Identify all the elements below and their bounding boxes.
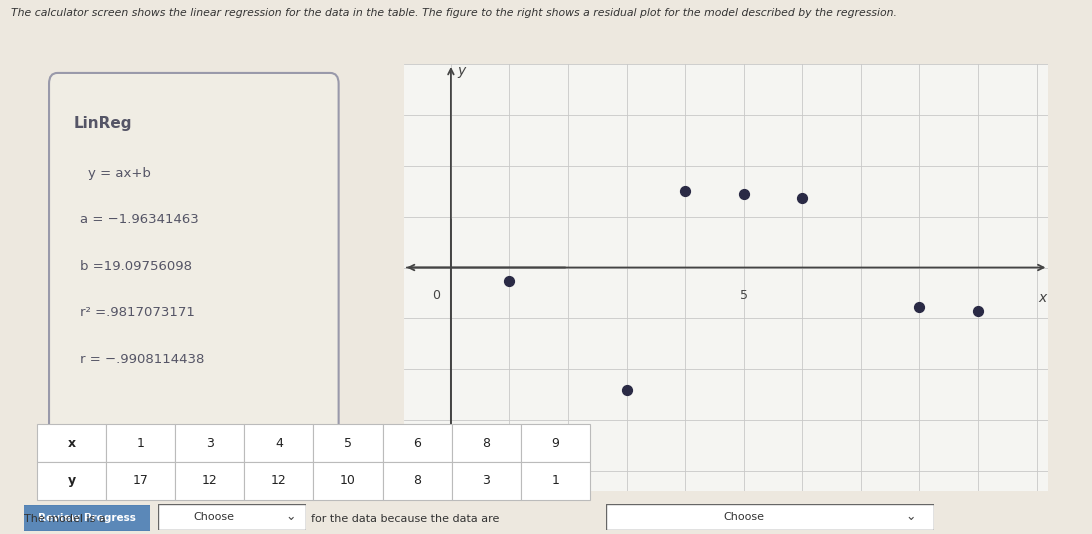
Text: 6: 6 <box>413 437 422 450</box>
Bar <box>37 462 106 499</box>
Bar <box>313 462 382 499</box>
Text: 1: 1 <box>551 474 559 487</box>
Text: 0: 0 <box>432 289 440 302</box>
Bar <box>452 425 521 462</box>
Bar <box>382 425 452 462</box>
Text: 8: 8 <box>413 474 422 487</box>
Text: Choose: Choose <box>194 512 235 522</box>
Bar <box>313 425 382 462</box>
Bar <box>175 462 245 499</box>
Text: r = −.9908114438: r = −.9908114438 <box>80 352 204 366</box>
Point <box>794 194 811 202</box>
Text: 5: 5 <box>344 437 352 450</box>
Bar <box>106 462 175 499</box>
Text: 3: 3 <box>205 437 214 450</box>
Text: 8: 8 <box>483 437 490 450</box>
Text: a = −1.96341463: a = −1.96341463 <box>80 213 199 226</box>
Text: x: x <box>1038 291 1046 305</box>
Text: y: y <box>458 64 465 78</box>
Text: 12: 12 <box>271 474 287 487</box>
Text: Review Progress: Review Progress <box>38 513 135 523</box>
Point <box>911 303 928 311</box>
Text: 9: 9 <box>551 437 559 450</box>
Text: 4: 4 <box>275 437 283 450</box>
FancyBboxPatch shape <box>21 505 153 531</box>
Point <box>970 307 987 315</box>
Bar <box>521 425 590 462</box>
Bar <box>452 462 521 499</box>
Text: ⌄: ⌄ <box>286 511 296 523</box>
Text: 12: 12 <box>202 474 217 487</box>
Point <box>735 190 752 199</box>
Text: 17: 17 <box>132 474 149 487</box>
Point <box>501 277 519 285</box>
Bar <box>245 425 313 462</box>
Text: Choose: Choose <box>723 512 764 522</box>
Text: b =19.09756098: b =19.09756098 <box>80 260 192 273</box>
Bar <box>175 425 245 462</box>
Bar <box>521 462 590 499</box>
Text: for the data because the data are: for the data because the data are <box>311 514 500 524</box>
Text: 5: 5 <box>739 289 748 302</box>
Text: ⌄: ⌄ <box>905 511 916 523</box>
Text: The calculator screen shows the linear regression for the data in the table. The: The calculator screen shows the linear r… <box>11 8 897 18</box>
Text: y: y <box>68 474 75 487</box>
Text: y = ax+b: y = ax+b <box>88 167 151 179</box>
Bar <box>106 425 175 462</box>
Point <box>618 386 636 395</box>
Text: r² =.9817073171: r² =.9817073171 <box>80 306 194 319</box>
Text: LinReg: LinReg <box>74 115 132 130</box>
Text: 10: 10 <box>340 474 356 487</box>
Bar <box>37 425 106 462</box>
FancyBboxPatch shape <box>49 73 339 445</box>
Text: The model is a: The model is a <box>24 514 106 524</box>
Point <box>676 186 693 195</box>
Text: x: x <box>68 437 75 450</box>
Text: 3: 3 <box>483 474 490 487</box>
Text: 1: 1 <box>136 437 144 450</box>
Bar <box>382 462 452 499</box>
Bar <box>245 462 313 499</box>
